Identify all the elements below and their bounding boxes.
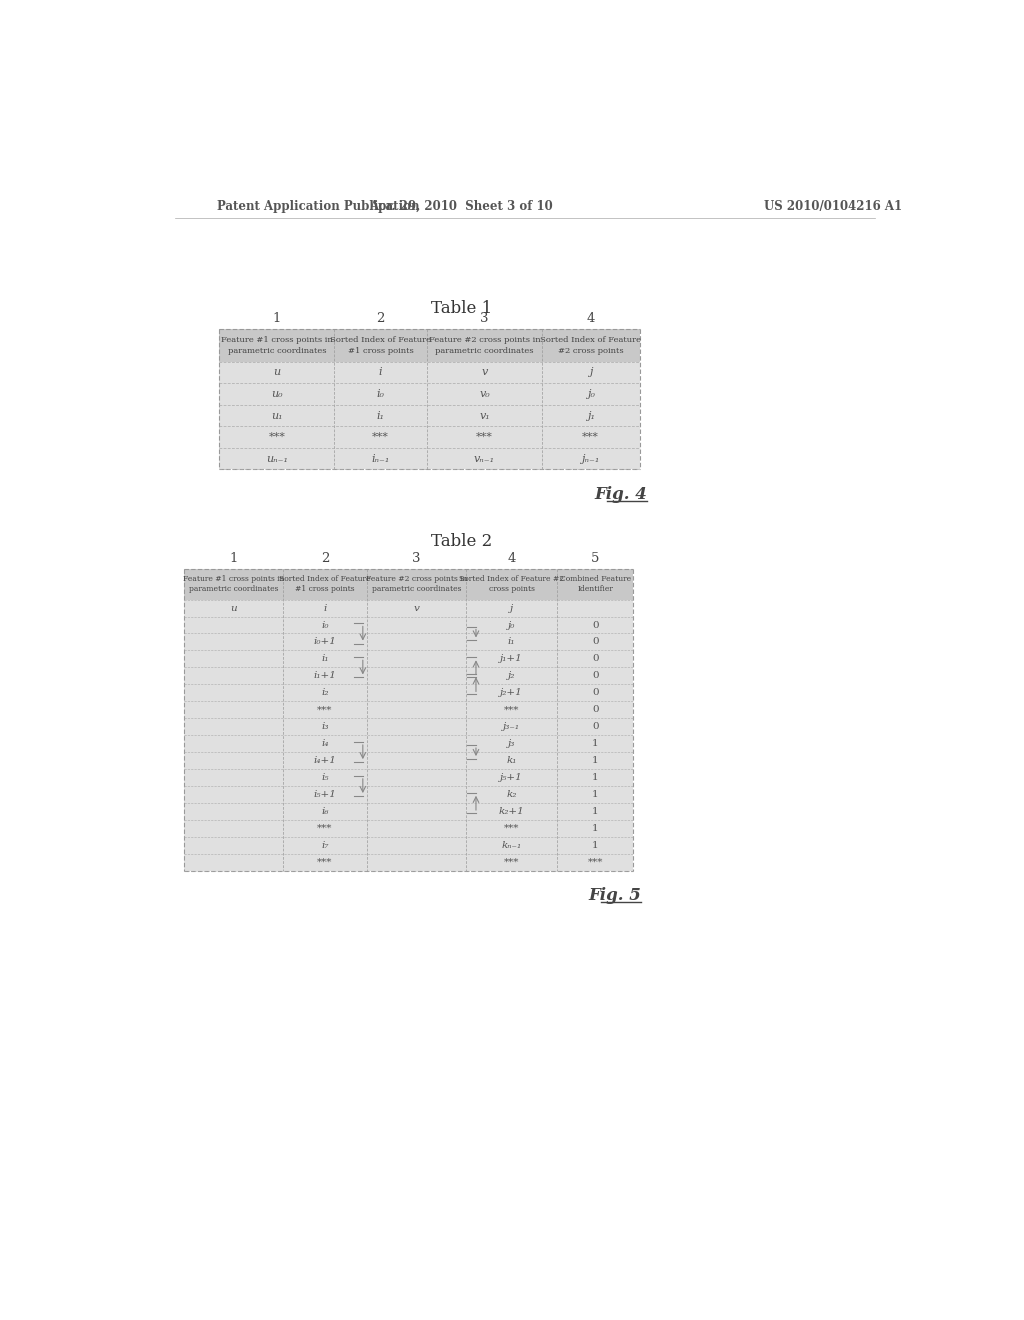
Text: u₀: u₀ <box>271 389 283 399</box>
Text: 2: 2 <box>321 552 329 565</box>
Text: 1: 1 <box>592 824 599 833</box>
Text: i: i <box>379 367 382 378</box>
Text: Feature #1 cross points in
parametric coordinates: Feature #1 cross points in parametric co… <box>182 576 284 594</box>
Text: i₆: i₆ <box>322 807 329 816</box>
Text: j₃: j₃ <box>508 739 515 748</box>
Text: i₀+1: i₀+1 <box>313 638 336 647</box>
Text: 4: 4 <box>587 312 595 325</box>
Text: 1: 1 <box>592 756 599 766</box>
Text: jₙ₋₁: jₙ₋₁ <box>582 454 600 463</box>
Text: i₄+1: i₄+1 <box>313 756 336 766</box>
Text: ***: *** <box>317 824 333 833</box>
Text: u: u <box>230 603 237 612</box>
Text: i₀: i₀ <box>377 389 385 399</box>
Text: 1: 1 <box>592 807 599 816</box>
Text: k₂: k₂ <box>507 789 517 799</box>
Text: j₃₋₁: j₃₋₁ <box>503 722 520 731</box>
Text: ***: *** <box>504 858 519 867</box>
Text: j₂+1: j₂+1 <box>501 688 523 697</box>
Text: i₅: i₅ <box>322 774 329 781</box>
Text: u₁: u₁ <box>271 411 283 421</box>
Text: i₄: i₄ <box>322 739 329 748</box>
Text: 1: 1 <box>229 552 238 565</box>
Text: 1: 1 <box>592 789 599 799</box>
Text: 5: 5 <box>591 552 599 565</box>
Text: ***: *** <box>317 705 333 714</box>
Text: 0: 0 <box>592 620 599 630</box>
Text: j₅+1: j₅+1 <box>501 774 523 781</box>
Text: Sorted Index of Feature
#1 cross points: Sorted Index of Feature #1 cross points <box>330 337 431 355</box>
Text: i₂: i₂ <box>322 688 329 697</box>
Text: i: i <box>324 603 327 612</box>
Text: Table 2: Table 2 <box>431 533 492 550</box>
Text: j₀: j₀ <box>508 620 515 630</box>
Text: Patent Application Publication: Patent Application Publication <box>217 199 420 213</box>
Bar <box>183 569 633 871</box>
Text: j: j <box>589 367 593 378</box>
Text: Sorted Index of Feature
#2 cross points: Sorted Index of Feature #2 cross points <box>541 337 641 355</box>
Text: kₙ₋₁: kₙ₋₁ <box>502 841 521 850</box>
Text: ***: *** <box>588 858 603 867</box>
Bar <box>183 569 633 599</box>
Text: 0: 0 <box>592 688 599 697</box>
Text: j₀: j₀ <box>587 389 595 399</box>
Text: ***: *** <box>476 432 493 442</box>
Text: 0: 0 <box>592 672 599 680</box>
Text: 1: 1 <box>592 774 599 781</box>
Text: j₁+1: j₁+1 <box>501 655 523 664</box>
Text: i₇: i₇ <box>322 841 329 850</box>
Text: 1: 1 <box>592 739 599 748</box>
Text: 3: 3 <box>412 552 421 565</box>
Text: v: v <box>414 603 419 612</box>
Text: j: j <box>510 603 513 612</box>
Text: v₀: v₀ <box>479 389 489 399</box>
Text: v₁: v₁ <box>479 411 489 421</box>
Text: Fig. 4: Fig. 4 <box>594 486 647 503</box>
Text: 2: 2 <box>377 312 385 325</box>
Text: Table 1: Table 1 <box>431 300 492 317</box>
Text: 0: 0 <box>592 638 599 647</box>
Text: i₁: i₁ <box>377 411 385 421</box>
Text: Apr. 29, 2010  Sheet 3 of 10: Apr. 29, 2010 Sheet 3 of 10 <box>370 199 553 213</box>
Text: 3: 3 <box>480 312 488 325</box>
Text: i₁: i₁ <box>508 638 515 647</box>
Text: Feature #2 cross points in
parametric coordinates: Feature #2 cross points in parametric co… <box>366 576 467 594</box>
Text: 0: 0 <box>592 705 599 714</box>
Text: vₙ₋₁: vₙ₋₁ <box>474 454 495 463</box>
Text: ***: *** <box>268 432 286 442</box>
Text: i₅+1: i₅+1 <box>313 789 336 799</box>
Text: Combined Feature
Identifier: Combined Feature Identifier <box>560 576 631 594</box>
Text: i₁+1: i₁+1 <box>313 672 336 680</box>
Text: k₁: k₁ <box>507 756 517 766</box>
Text: iₙ₋₁: iₙ₋₁ <box>372 454 390 463</box>
Text: j₁: j₁ <box>587 411 595 421</box>
Text: 0: 0 <box>592 722 599 731</box>
Text: ***: *** <box>583 432 599 442</box>
Text: Feature #2 cross points in
parametric coordinates: Feature #2 cross points in parametric co… <box>429 337 541 355</box>
Bar <box>219 330 640 362</box>
Text: v: v <box>481 367 487 378</box>
Bar <box>219 330 640 470</box>
Text: US 2010/0104216 A1: US 2010/0104216 A1 <box>764 199 902 213</box>
Text: 1: 1 <box>272 312 281 325</box>
Text: ***: *** <box>317 858 333 867</box>
Text: 4: 4 <box>508 552 516 565</box>
Text: Sorted Index of Feature #2
cross points: Sorted Index of Feature #2 cross points <box>459 576 564 594</box>
Text: 0: 0 <box>592 655 599 664</box>
Text: ***: *** <box>504 705 519 714</box>
Text: u: u <box>273 367 281 378</box>
Text: i₃: i₃ <box>322 722 329 731</box>
Text: uₙ₋₁: uₙ₋₁ <box>266 454 288 463</box>
Text: i₁: i₁ <box>322 655 329 664</box>
Text: ***: *** <box>372 432 389 442</box>
Text: 1: 1 <box>592 841 599 850</box>
Text: j₂: j₂ <box>508 672 515 680</box>
Text: k₂+1: k₂+1 <box>499 807 524 816</box>
Text: i₀: i₀ <box>322 620 329 630</box>
Text: Sorted Index of Feature
#1 cross points: Sorted Index of Feature #1 cross points <box>280 576 371 594</box>
Text: Fig. 5: Fig. 5 <box>588 887 641 904</box>
Text: ***: *** <box>504 824 519 833</box>
Text: Feature #1 cross points in
parametric coordinates: Feature #1 cross points in parametric co… <box>221 337 333 355</box>
